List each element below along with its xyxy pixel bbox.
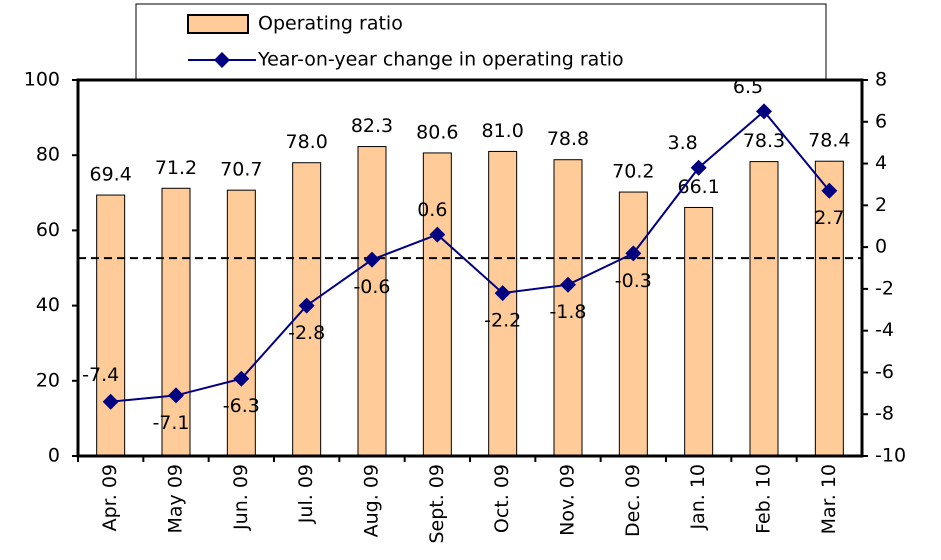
bar xyxy=(749,161,779,457)
bar-value-label: 71.2 xyxy=(155,157,197,179)
x-tick-label: Jan. 10 xyxy=(687,464,709,531)
legend xyxy=(135,3,827,81)
line-marker xyxy=(298,297,315,314)
y-tick-label: 0 xyxy=(48,445,60,467)
bar xyxy=(618,191,648,457)
x-tick-label: Sept. 09 xyxy=(426,464,448,544)
line-marker xyxy=(756,103,772,120)
bar-value-label: 80.6 xyxy=(416,121,458,143)
y2-tick-label: 6 xyxy=(875,110,887,132)
x-tick-label: May 09 xyxy=(165,464,187,534)
bar xyxy=(553,159,583,457)
bar xyxy=(488,150,518,457)
line-value-label: 6.5 xyxy=(733,76,763,98)
bar-value-label: 70.2 xyxy=(612,161,654,183)
line-marker xyxy=(821,182,838,199)
line-value-label: -2.2 xyxy=(484,310,521,332)
y2-tick-label: -4 xyxy=(875,319,894,341)
line-marker xyxy=(233,370,250,387)
line-value-label: -7.1 xyxy=(152,412,189,434)
x-tick-label: Jun. 09 xyxy=(230,464,252,531)
y-tick-label: 60 xyxy=(36,219,60,241)
line-value-label: -6.3 xyxy=(223,395,260,417)
y-tick-label: 40 xyxy=(36,294,60,316)
line-marker xyxy=(102,393,119,410)
line-marker xyxy=(494,285,511,302)
legend-label: Year-on-year change in operating ratio xyxy=(257,49,624,71)
bar-value-label: 78.3 xyxy=(743,130,785,152)
bar-value-label: 78.0 xyxy=(286,131,328,153)
bar xyxy=(161,187,191,457)
legend-label: Operating ratio xyxy=(258,13,403,35)
legend-swatch xyxy=(187,14,249,34)
line-value-label: -0.3 xyxy=(615,270,652,292)
bar xyxy=(684,206,714,457)
x-tick-label: Dec. 09 xyxy=(622,464,644,537)
bar xyxy=(96,194,126,457)
x-tick-label: Apr. 09 xyxy=(99,464,121,531)
line-value-label: 3.8 xyxy=(668,132,698,154)
line-value-label: 2.7 xyxy=(814,207,844,229)
bar-value-label: 70.7 xyxy=(220,159,262,181)
line xyxy=(110,109,831,403)
bar-value-label: 82.3 xyxy=(351,115,393,137)
line-marker xyxy=(364,251,380,268)
line-marker xyxy=(625,245,642,262)
line-marker xyxy=(168,387,184,404)
y-tick-label: 100 xyxy=(24,69,60,91)
line-value-label: 0.6 xyxy=(417,199,447,221)
bar-value-label: 69.4 xyxy=(90,164,132,186)
y2-tick-label: -6 xyxy=(875,361,894,383)
bar-value-label: 81.0 xyxy=(482,120,524,142)
y2-tick-label: 4 xyxy=(875,152,887,174)
bar xyxy=(814,160,844,457)
bar-value-label: 78.8 xyxy=(547,128,589,150)
y2-tick-label: 8 xyxy=(875,69,887,91)
x-tick-label: Nov. 09 xyxy=(557,464,579,536)
line-value-label: -0.6 xyxy=(353,276,390,298)
legend-marker xyxy=(214,52,230,68)
line-value-label: -1.8 xyxy=(549,301,586,323)
x-tick-label: Aug. 09 xyxy=(361,464,383,537)
y2-tick-label: -2 xyxy=(875,277,894,299)
y2-tick-label: -8 xyxy=(875,403,894,425)
x-tick-label: Feb. 10 xyxy=(753,464,775,534)
line-marker xyxy=(690,159,707,176)
plot-frame xyxy=(76,78,864,458)
x-tick-label: Mar. 10 xyxy=(818,464,840,534)
y2-tick-label: -10 xyxy=(875,445,906,467)
line-value-label: -7.4 xyxy=(82,364,119,386)
x-tick-label: Jul. 09 xyxy=(295,464,317,524)
bar xyxy=(357,146,387,457)
y2-tick-label: 2 xyxy=(875,194,887,216)
line-value-label: -2.8 xyxy=(288,322,325,344)
y2-tick-label: 0 xyxy=(875,236,887,258)
y-tick-label: 80 xyxy=(36,144,60,166)
x-tick-label: Oct. 09 xyxy=(491,464,513,533)
line-marker xyxy=(429,226,446,243)
y-tick-label: 20 xyxy=(36,369,60,391)
line-marker xyxy=(560,276,576,293)
bar-value-label: 78.4 xyxy=(808,130,850,152)
